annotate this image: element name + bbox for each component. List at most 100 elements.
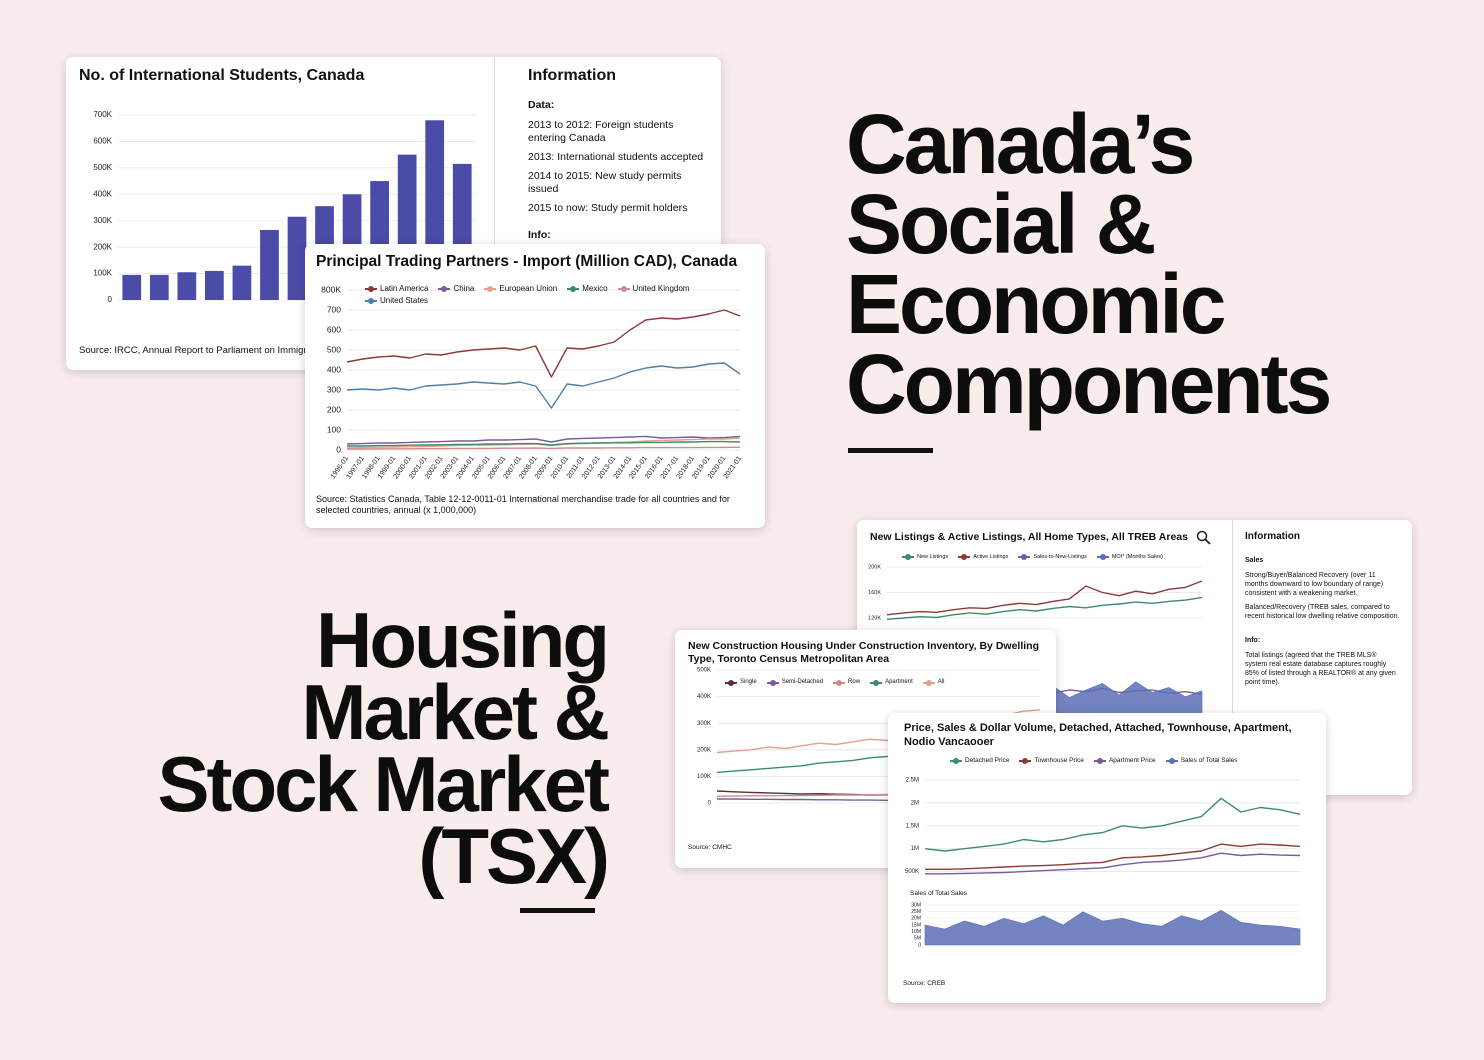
legend-label: Detached Price xyxy=(965,757,1010,764)
y-tick-label: 0 xyxy=(108,295,113,304)
chart-title: Principal Trading Partners - Import (Mil… xyxy=(316,253,738,270)
heading-rule xyxy=(520,908,595,913)
legend-label: Semi-Detached xyxy=(781,679,824,685)
y2-tick-label: 0 xyxy=(918,942,921,948)
heading-line: Housing xyxy=(316,596,610,684)
legend-swatch xyxy=(567,286,580,292)
info-heading: Sales xyxy=(1245,557,1264,564)
legend-label: United Kingdom xyxy=(632,284,690,293)
y-tick-label: 0 xyxy=(708,801,712,807)
legend-item: Apartment xyxy=(870,679,913,687)
info-text: 2013: International students accepted xyxy=(528,150,704,163)
y-tick-label: 120K xyxy=(868,615,881,621)
legend-item: Single xyxy=(725,679,757,687)
y2-tick-label: 5M xyxy=(914,936,921,942)
legend-swatch xyxy=(766,679,779,686)
y-tick-label: 400K xyxy=(93,189,112,198)
legend-swatch xyxy=(438,286,451,292)
legend-item: Detached Price xyxy=(950,757,1009,765)
y-tick-label: 100K xyxy=(697,774,711,780)
legend-label: China xyxy=(453,284,475,293)
info-text: Strong/Buyer/Balanced Recovery (over 11 … xyxy=(1245,572,1384,598)
y2-tick-label: 20M xyxy=(911,916,921,922)
series-line xyxy=(886,596,1203,620)
legend: Detached Price Townhouse Price Apartment P… xyxy=(950,757,1290,765)
bar xyxy=(260,229,279,300)
info-heading: Info: xyxy=(528,229,551,242)
legend-item: All xyxy=(922,679,944,687)
y-tick-label: 500K xyxy=(905,869,919,875)
legend-label: United States xyxy=(380,296,429,305)
y2-tick-label: 30M xyxy=(911,902,921,908)
legend-item: Sales-to-New-Listings xyxy=(1018,554,1087,561)
legend-swatch xyxy=(365,298,377,304)
legend-label: Single xyxy=(740,679,757,685)
info-panel: Information Data: 2013 to 2012: Foreign st… xyxy=(494,57,721,370)
chart-title: New Construction Housing Under Construct… xyxy=(688,640,1039,666)
legend-swatch xyxy=(1165,758,1178,765)
legend-swatch xyxy=(484,286,497,292)
legend-label: Sales of Total Sales xyxy=(1180,757,1238,764)
heading-line: Stock Market xyxy=(157,740,610,828)
heading-top: Canada’s Social & Economic Components xyxy=(846,97,1332,426)
legend-item: Apartment Price xyxy=(1093,757,1156,765)
series-line xyxy=(925,843,1301,870)
y-tick-label: 200K xyxy=(868,564,881,570)
series-line xyxy=(886,580,1203,616)
legend-item: Row xyxy=(833,679,860,687)
y-tick-label: 2.5M xyxy=(906,778,919,784)
legend-item: Active Listings xyxy=(958,554,1008,561)
legend-swatch xyxy=(617,286,630,292)
series-line xyxy=(346,435,741,445)
legend-swatch xyxy=(725,679,737,686)
y-tick-label: 500 xyxy=(327,344,341,354)
legend-label: MOI* (Months Sales) xyxy=(1111,554,1163,560)
legend-swatch xyxy=(1096,554,1109,561)
bar xyxy=(232,265,252,300)
legend-item: United States xyxy=(365,296,428,306)
y-tick-label: 2M xyxy=(911,800,919,806)
chart-source: Source: CMHC xyxy=(688,844,732,851)
legend-item: Townhouse Price xyxy=(1019,757,1084,765)
heading-line: Social & xyxy=(846,177,1156,271)
legend-swatch xyxy=(365,286,377,292)
chart-title: No. of International Students, Canada xyxy=(79,67,365,84)
y-tick-label: 700K xyxy=(93,110,112,119)
info-text: 2013 to 2012: Foreign students entering … xyxy=(528,118,674,145)
y-tick-label: 800K xyxy=(321,284,341,294)
y-tick-label: 400 xyxy=(327,364,341,374)
info-panel: Information Sales Strong/Buyer/Balanced Re… xyxy=(1232,520,1412,795)
legend-label: Mexico xyxy=(582,284,608,293)
heading-line: Canada’s xyxy=(846,97,1195,191)
y2-tick-label: 25M xyxy=(911,909,921,915)
y-tick-label: 100K xyxy=(93,269,112,278)
y-tick-label: 1.5M xyxy=(906,823,919,829)
zoom-icon[interactable] xyxy=(1196,530,1212,546)
info-heading: Info: xyxy=(1245,636,1261,644)
legend-item: China xyxy=(438,284,474,294)
y-tick-label: 200K xyxy=(93,242,112,251)
heading-line: Economic xyxy=(846,257,1226,351)
heading-line: Market & xyxy=(301,668,610,756)
legend-label: Row xyxy=(848,679,861,685)
y-tick-label: 1M xyxy=(911,846,919,852)
legend-label: Apartment Price xyxy=(1108,757,1156,764)
legend-swatch xyxy=(870,679,883,686)
legend-item: European Union xyxy=(484,284,557,294)
legend-swatch xyxy=(922,679,935,686)
card: 500K 1M 1.5M 2M 2.5M 0 5M 10M 15M 20M 25M 30M Price,… xyxy=(888,713,1326,1003)
y-tick-label: 160K xyxy=(868,590,881,596)
y-tick-label: 600K xyxy=(93,137,112,146)
subplot-title: Sales of Total Sales xyxy=(910,890,967,897)
bar xyxy=(149,274,169,300)
y-tick-label: 500K xyxy=(93,163,112,172)
chart-title: Price, Sales & Dollar Volume, Detached, … xyxy=(904,722,1292,748)
legend-swatch xyxy=(1093,758,1106,765)
legend: New Listings Active Listings Sales-to-New-… xyxy=(902,554,1202,561)
bar xyxy=(122,274,142,300)
legend-swatch xyxy=(1019,758,1032,765)
legend: Single Semi-Detached Row Apartment All xyxy=(725,679,1025,687)
zoom-icon-lens xyxy=(1196,530,1208,542)
y-tick-label: 700 xyxy=(327,304,341,314)
